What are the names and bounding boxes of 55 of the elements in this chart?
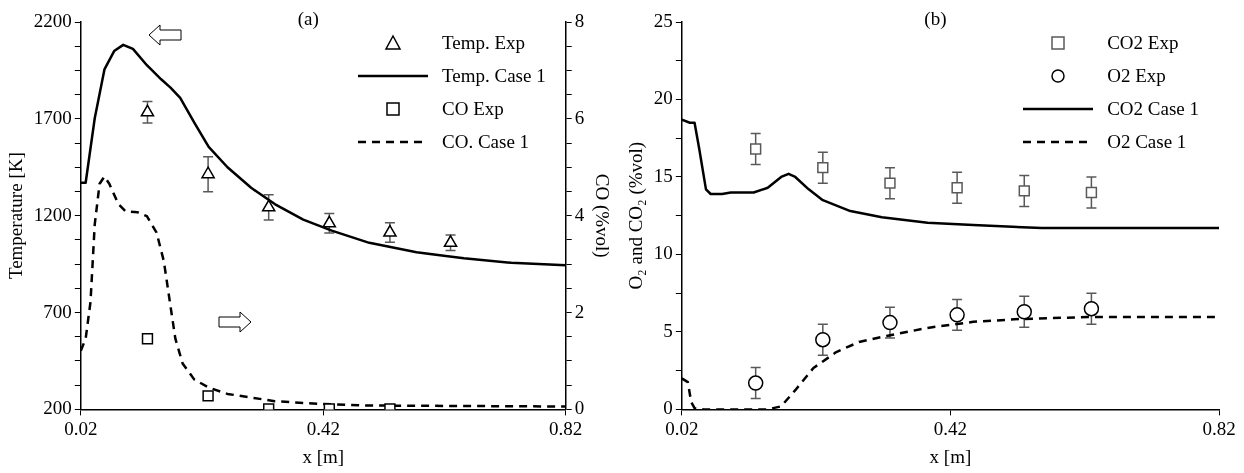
legend-label: O2 Exp: [1107, 64, 1166, 87]
point: [882, 314, 898, 331]
y-tick-label: 0: [663, 397, 673, 419]
legend-label: CO2 Exp: [1107, 31, 1179, 54]
y-tick-label: 10: [653, 242, 673, 264]
point: [1016, 304, 1033, 320]
x-tick-label: 0.02: [64, 417, 98, 439]
point: [1018, 185, 1030, 197]
y-tick-label: 25: [653, 9, 673, 31]
point: [815, 331, 831, 348]
y-tick-label: 700: [43, 300, 72, 322]
point: [322, 215, 337, 228]
chart-title: (b): [924, 8, 947, 30]
y-tick-label: 1200: [33, 203, 72, 225]
point: [140, 104, 155, 117]
y2-tick-label: 6: [574, 106, 585, 128]
legend-label: CO Exp: [442, 97, 504, 120]
point: [1083, 300, 1100, 317]
legend-label: CO. Case 1: [442, 130, 530, 153]
y-tick-label: 1700: [33, 106, 72, 128]
legend-label: Temp. Case 1: [442, 64, 546, 87]
point: [884, 177, 896, 189]
y-tick-label: 200: [43, 397, 72, 419]
point: [817, 161, 829, 174]
x-axis-title: x [m]: [929, 445, 972, 467]
y2-tick-label: 0: [574, 397, 585, 419]
y-axis-title: O₂ and CO₂ (%vol): [625, 141, 648, 290]
x-tick-label: 0.82: [1202, 417, 1236, 439]
point: [443, 235, 458, 248]
chart-title: (a): [297, 8, 319, 30]
x-tick-label: 0.02: [665, 417, 699, 439]
y2-tick-label: 4: [574, 203, 585, 225]
point: [383, 224, 397, 237]
y2-tick-label: 2: [574, 300, 585, 322]
legend-label: CO2 Case 1: [1107, 97, 1199, 120]
point: [949, 307, 965, 323]
y2-axis-title: CO (%vol): [590, 173, 613, 258]
x-axis-title: x [m]: [302, 445, 345, 467]
legend-label: O2 Case 1: [1107, 130, 1187, 153]
x-tick-label: 0.82: [549, 417, 583, 439]
x-tick-label: 0.42: [933, 417, 968, 439]
point: [261, 199, 276, 212]
point: [749, 143, 762, 155]
point: [1085, 186, 1098, 199]
point: [951, 182, 963, 194]
legend-label: Temp. Exp: [442, 31, 526, 54]
y-tick-label: 20: [653, 87, 673, 109]
y-tick-label: 2200: [33, 9, 72, 31]
y-tick-label: 15: [653, 164, 673, 186]
y-tick-label: 5: [663, 319, 673, 341]
y2-tick-label: 8: [574, 9, 585, 31]
point: [747, 375, 764, 391]
point: [201, 166, 215, 179]
y-axis-title: Temperature [K]: [5, 152, 27, 280]
x-tick-label: 0.42: [306, 417, 340, 439]
